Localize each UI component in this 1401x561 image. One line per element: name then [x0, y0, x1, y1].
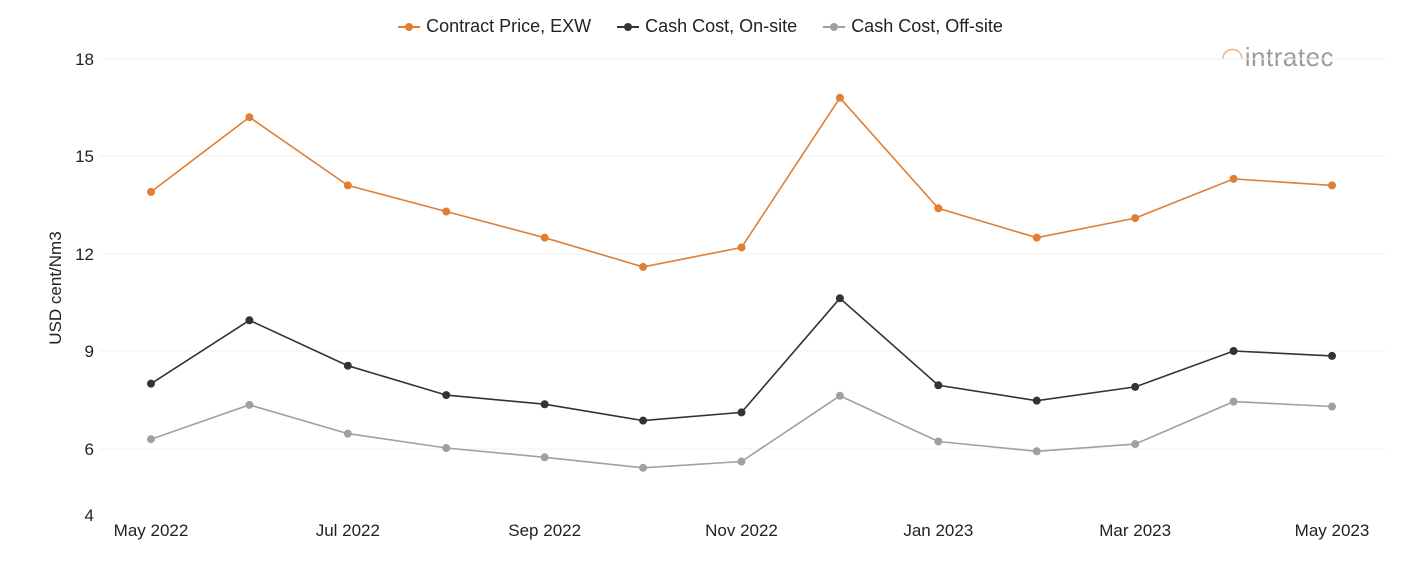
legend-label-cash-cost-onsite: Cash Cost, On-site: [645, 16, 798, 36]
y-tick-label: 18: [75, 50, 94, 69]
data-point[interactable]: [147, 435, 155, 444]
legend-swatch-contract-price: [398, 21, 421, 33]
legend-item-cash-cost-offsite[interactable]: Cash Cost, Off-site: [823, 16, 1003, 37]
data-point[interactable]: [737, 243, 746, 252]
intratec-logo: ◠ intratec: [1222, 42, 1334, 73]
data-point[interactable]: [343, 361, 352, 370]
x-tick-label: May 2023: [1295, 521, 1370, 540]
data-point[interactable]: [1328, 402, 1336, 411]
data-point[interactable]: [835, 294, 844, 303]
x-tick-label: Nov 2022: [705, 521, 778, 540]
data-point[interactable]: [343, 429, 352, 438]
data-point[interactable]: [1229, 174, 1238, 183]
data-point[interactable]: [1229, 397, 1238, 406]
grid-lines: [100, 58, 1385, 450]
data-point[interactable]: [737, 457, 746, 466]
y-axis-label: USD cent/Nm3: [46, 231, 65, 344]
data-point[interactable]: [245, 400, 254, 409]
data-point[interactable]: [835, 391, 844, 400]
x-tick-label: Sep 2022: [508, 521, 581, 540]
data-point[interactable]: [737, 408, 746, 417]
legend-swatch-cash-cost-offsite: [823, 21, 846, 33]
x-tick-label: Jan 2023: [903, 521, 973, 540]
x-tick-label: Jul 2022: [316, 521, 380, 540]
data-point[interactable]: [442, 391, 451, 400]
x-tick-label: Mar 2023: [1099, 521, 1171, 540]
data-point[interactable]: [147, 379, 155, 388]
x-axis: May 2022 Jul 2022 Sep 2022 Nov 2022 Jan 2023…: [114, 521, 1370, 540]
chart-legend: Contract Price, EXW Cash Cost, On-site C…: [0, 16, 1401, 37]
data-point[interactable]: [1131, 440, 1140, 449]
data-point[interactable]: [835, 93, 844, 102]
x-tick-label: May 2022: [114, 521, 189, 540]
data-point[interactable]: [934, 381, 943, 390]
series-0: [147, 93, 1336, 271]
data-point[interactable]: [245, 316, 254, 325]
y-tick-label: 12: [75, 245, 94, 264]
data-point[interactable]: [442, 207, 451, 216]
data-point[interactable]: [147, 187, 155, 196]
legend-label-contract-price: Contract Price, EXW: [426, 16, 592, 36]
y-tick-label: 6: [85, 440, 94, 459]
data-point[interactable]: [1229, 347, 1238, 355]
data-point[interactable]: [442, 444, 451, 453]
y-axis: 4 6 9 12 15 18: [75, 50, 94, 525]
data-point[interactable]: [540, 233, 549, 242]
data-point[interactable]: [245, 113, 254, 122]
data-point[interactable]: [934, 204, 943, 213]
series-layer: [147, 93, 1336, 472]
logo-mark-icon: ◠: [1222, 42, 1243, 72]
data-point[interactable]: [639, 416, 648, 425]
data-point[interactable]: [1032, 447, 1041, 456]
legend-item-contract-price[interactable]: Contract Price, EXW: [398, 16, 591, 37]
series-line: [150, 297, 1333, 422]
data-point[interactable]: [639, 262, 648, 271]
legend-label-cash-cost-offsite: Cash Cost, Off-site: [851, 16, 1003, 36]
data-point[interactable]: [343, 181, 352, 190]
y-tick-label: 15: [75, 147, 94, 166]
data-point[interactable]: [1032, 233, 1041, 242]
data-point[interactable]: [934, 437, 943, 446]
data-point[interactable]: [639, 463, 648, 472]
data-point[interactable]: [540, 400, 549, 409]
legend-swatch-cash-cost-onsite: [617, 21, 640, 33]
series-line: [150, 96, 1333, 268]
logo-text: intratec: [1244, 42, 1335, 72]
y-tick-label: 4: [85, 506, 94, 525]
legend-item-cash-cost-onsite[interactable]: Cash Cost, On-site: [617, 16, 797, 37]
data-point[interactable]: [1032, 396, 1041, 405]
series-2: [147, 391, 1336, 472]
series-1: [147, 294, 1336, 425]
data-point[interactable]: [1131, 382, 1140, 391]
series-line: [150, 394, 1333, 469]
y-tick-label: 9: [85, 342, 94, 361]
data-point[interactable]: [1328, 181, 1336, 190]
data-point[interactable]: [1131, 214, 1140, 223]
data-point[interactable]: [540, 453, 549, 462]
data-point[interactable]: [1328, 351, 1336, 360]
